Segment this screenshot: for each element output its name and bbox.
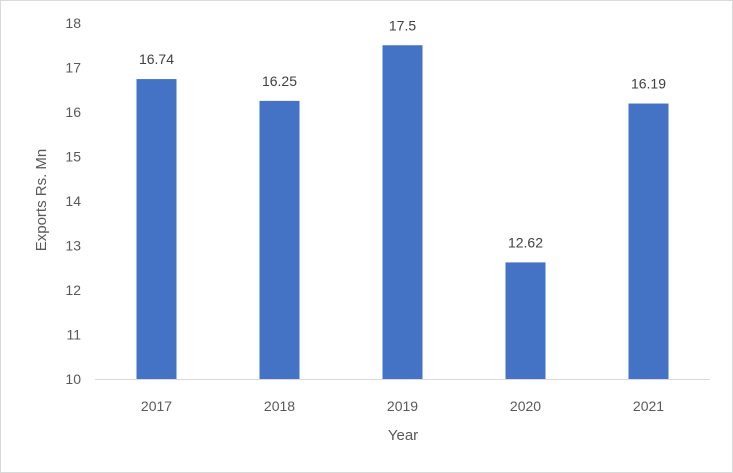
y-tick-label: 17 [65, 60, 81, 76]
y-tick-label: 15 [65, 149, 81, 165]
y-axis-title: Exports Rs. Mn [33, 149, 50, 252]
data-label-2019: 17.5 [389, 17, 416, 33]
x-tick-label: 2018 [264, 398, 295, 414]
x-tick-label: 2017 [141, 398, 172, 414]
x-tick-label: 2019 [387, 398, 418, 414]
y-tick-label: 11 [66, 327, 81, 343]
y-tick-label: 16 [65, 104, 81, 120]
data-label-2020: 12.62 [508, 234, 543, 250]
y-tick-label: 14 [65, 193, 81, 209]
x-tick-label: 2021 [633, 398, 664, 414]
bar-2018 [259, 100, 300, 379]
y-tick-label: 10 [65, 371, 81, 387]
data-label-2018: 16.25 [262, 73, 297, 89]
data-label-2021: 16.19 [631, 76, 666, 92]
y-tick-label: 12 [65, 282, 81, 298]
bar-2017 [136, 79, 177, 379]
data-label-2017: 16.74 [139, 51, 174, 67]
x-tick-label: 2020 [510, 398, 541, 414]
bar-2019 [382, 45, 423, 379]
x-axis-title: Year [388, 427, 418, 444]
bars [136, 45, 669, 380]
bar-2021 [628, 103, 669, 380]
y-tick-label: 13 [65, 238, 81, 254]
y-axis-ticks: 10 11 12 13 14 15 16 17 18 [65, 15, 81, 387]
y-tick-label: 18 [65, 15, 81, 31]
x-axis-ticks: 2017 2018 2019 2020 2021 [141, 398, 664, 414]
data-labels: 16.74 16.25 17.5 12.62 16.19 [139, 17, 666, 250]
bar-2020 [505, 262, 546, 379]
